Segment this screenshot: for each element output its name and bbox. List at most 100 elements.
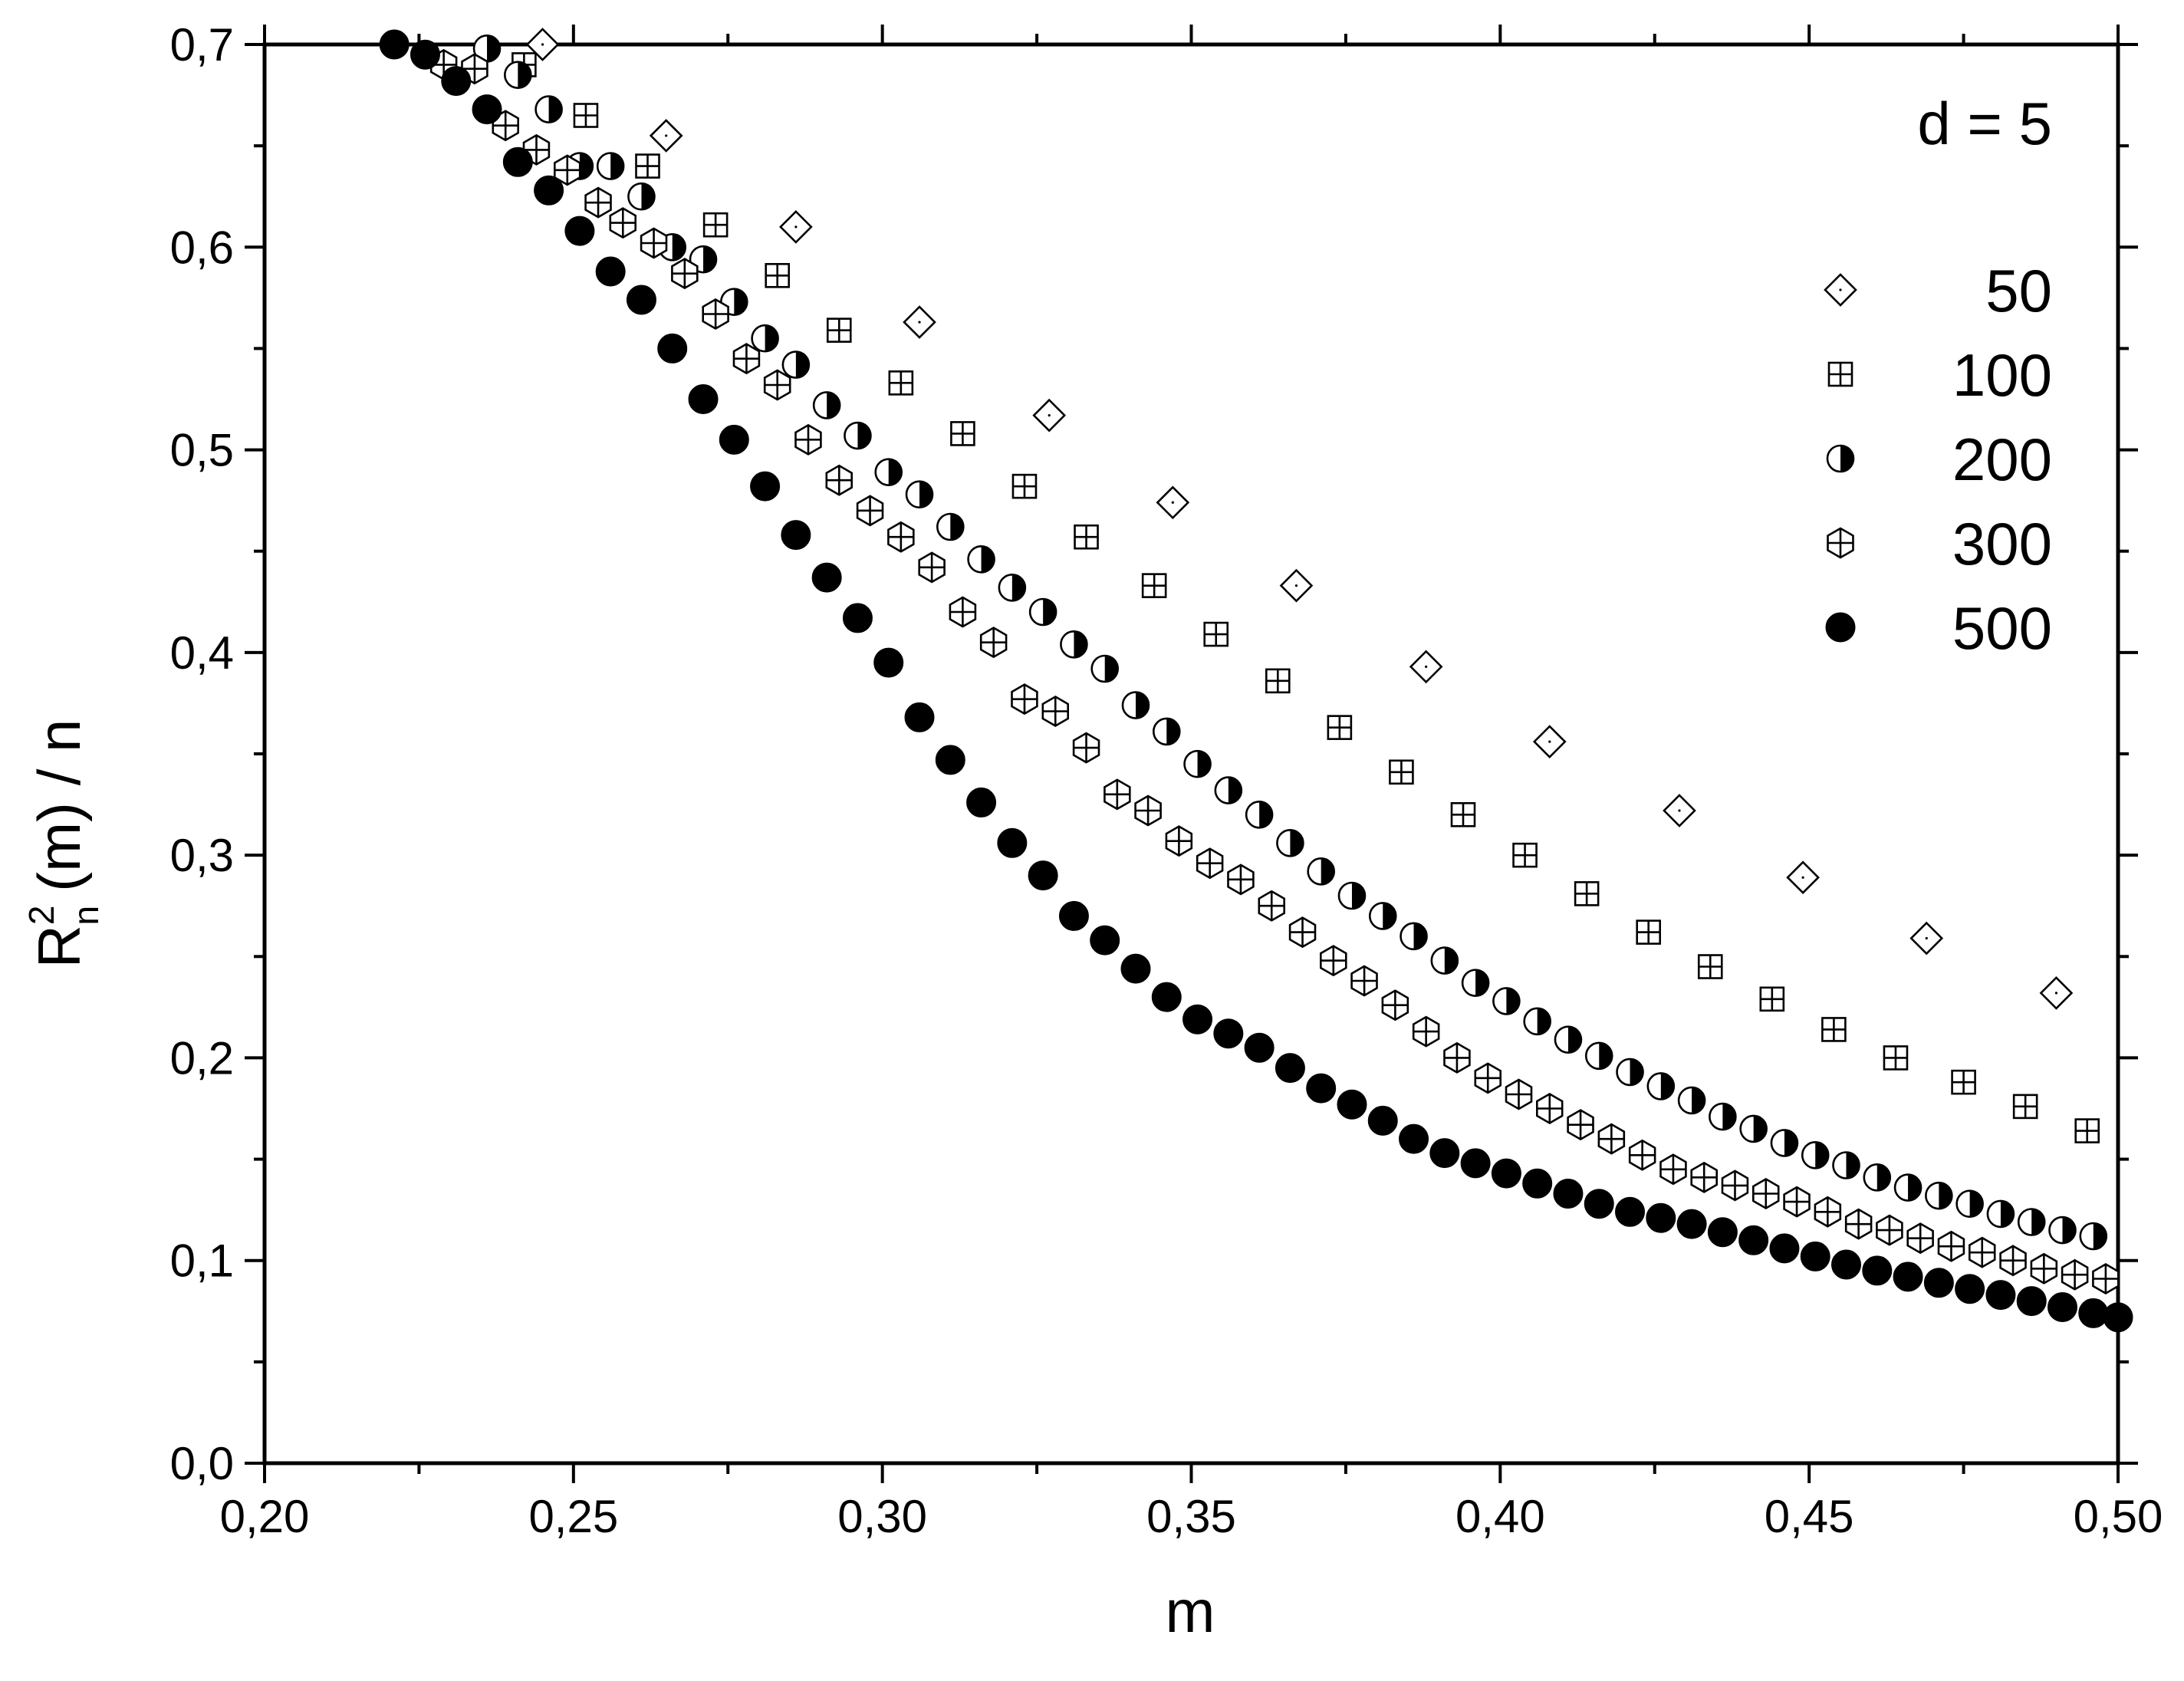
data-point-50 — [779, 210, 813, 244]
legend-marker-50 — [1824, 273, 1857, 307]
x-axis-title: m — [1166, 1577, 1215, 1645]
data-point-50 — [1532, 725, 1567, 758]
data-point-300 — [1783, 1186, 1811, 1218]
data-point-500 — [1923, 1268, 1954, 1298]
data-point-300 — [918, 551, 946, 584]
data-point-500 — [1306, 1073, 1337, 1104]
data-point-500 — [935, 745, 965, 775]
series-200 — [472, 34, 2108, 1251]
data-point-100 — [1011, 473, 1038, 499]
data-point-500 — [842, 603, 873, 633]
data-point-300 — [1597, 1123, 1626, 1155]
data-point-500 — [2047, 1292, 2077, 1322]
data-point-200 — [1400, 922, 1428, 951]
data-point-300 — [1876, 1214, 1903, 1246]
legend-label-50: 50 — [1985, 257, 2052, 324]
data-point-300 — [553, 154, 581, 186]
data-point-100 — [1265, 668, 1291, 694]
data-point-500 — [1213, 1018, 1244, 1049]
data-point-300 — [1443, 1041, 1471, 1074]
data-point-500 — [1491, 1158, 1521, 1189]
data-point-50 — [1909, 921, 1944, 956]
data-point-300 — [1196, 847, 1224, 880]
data-point-100 — [765, 262, 791, 288]
legend-item-50: 50 — [1824, 257, 2052, 324]
data-point-200 — [1028, 597, 1057, 627]
data-point-500 — [2103, 1302, 2133, 1333]
data-point-300 — [1844, 1208, 1873, 1240]
y-axis-title-superscript: 2 — [21, 905, 61, 925]
legend-item-200: 200 — [1826, 426, 2052, 493]
data-point-500 — [1244, 1032, 1275, 1063]
data-point-50 — [649, 119, 683, 153]
data-point-500 — [379, 29, 410, 60]
x-tick-label: 0,30 — [837, 1491, 927, 1542]
data-point-300 — [2061, 1258, 2089, 1291]
data-point-200 — [844, 421, 872, 450]
data-point-50 — [903, 305, 936, 339]
data-series — [379, 28, 2133, 1333]
data-point-300 — [1412, 1015, 1440, 1048]
data-point-300 — [671, 258, 699, 290]
data-point-200 — [2048, 1216, 2077, 1245]
annotation-d: d = 5 — [1917, 90, 2052, 157]
data-point-500 — [1367, 1105, 1398, 1136]
data-point-100 — [1512, 842, 1538, 868]
y-tick-label: 0,0 — [170, 1438, 234, 1489]
data-point-500 — [534, 175, 564, 206]
series-100 — [511, 52, 2100, 1143]
data-point-300 — [1628, 1139, 1656, 1171]
data-point-500 — [1429, 1138, 1460, 1169]
data-point-50 — [1032, 398, 1067, 433]
data-point-300 — [1937, 1230, 1965, 1262]
data-point-300 — [1567, 1109, 1594, 1141]
data-point-500 — [1862, 1255, 1893, 1286]
data-point-500 — [1831, 1249, 1862, 1280]
y-tick-label: 0,1 — [170, 1235, 234, 1287]
data-point-200 — [627, 182, 656, 211]
legend-marker-300 — [1827, 527, 1854, 559]
data-point-200 — [812, 391, 841, 419]
data-point-200 — [1832, 1151, 1860, 1179]
data-point-50 — [1279, 568, 1314, 603]
legend-item-100: 100 — [1827, 341, 2052, 409]
data-point-500 — [750, 471, 781, 502]
x-tick-label: 0,35 — [1146, 1491, 1236, 1542]
data-point-200 — [967, 544, 995, 574]
y-axis-title-text: R2 n (m) / n — [21, 719, 106, 969]
data-point-200 — [1307, 857, 1335, 886]
legend-item-300: 300 — [1827, 510, 2052, 577]
legend-marker-200 — [1826, 444, 1855, 473]
data-point-100 — [1697, 954, 1723, 979]
data-point-200 — [1183, 749, 1212, 778]
data-point-100 — [573, 103, 599, 128]
data-point-200 — [1090, 654, 1120, 683]
y-axis-title-subscript: n — [66, 906, 106, 926]
data-point-500 — [502, 146, 533, 177]
y-axis-title-base: R — [25, 925, 93, 968]
data-point-300 — [2030, 1252, 2058, 1285]
data-point-300 — [1659, 1153, 1687, 1186]
data-point-200 — [1986, 1199, 2015, 1229]
data-point-200 — [1554, 1025, 1583, 1054]
data-point-500 — [595, 256, 626, 287]
y-tick-label: 0,4 — [170, 627, 234, 679]
data-point-100 — [888, 370, 914, 396]
data-point-500 — [1676, 1209, 1707, 1239]
y-tick-label: 0,7 — [170, 19, 234, 71]
data-point-300 — [1721, 1169, 1749, 1202]
data-point-500 — [1399, 1123, 1429, 1154]
data-point-500 — [1955, 1274, 1985, 1304]
data-point-500 — [811, 562, 842, 593]
data-point-100 — [1636, 919, 1661, 945]
data-point-200 — [1214, 776, 1243, 804]
data-point-500 — [1460, 1148, 1491, 1179]
data-point-200 — [1152, 717, 1181, 746]
data-point-500 — [1893, 1262, 1923, 1292]
data-point-300 — [1011, 683, 1038, 715]
legend-label-300: 300 — [1952, 510, 2052, 577]
data-point-300 — [1536, 1092, 1564, 1125]
data-point-500 — [781, 520, 811, 551]
data-point-100 — [1074, 524, 1099, 550]
data-point-200 — [1801, 1140, 1830, 1169]
